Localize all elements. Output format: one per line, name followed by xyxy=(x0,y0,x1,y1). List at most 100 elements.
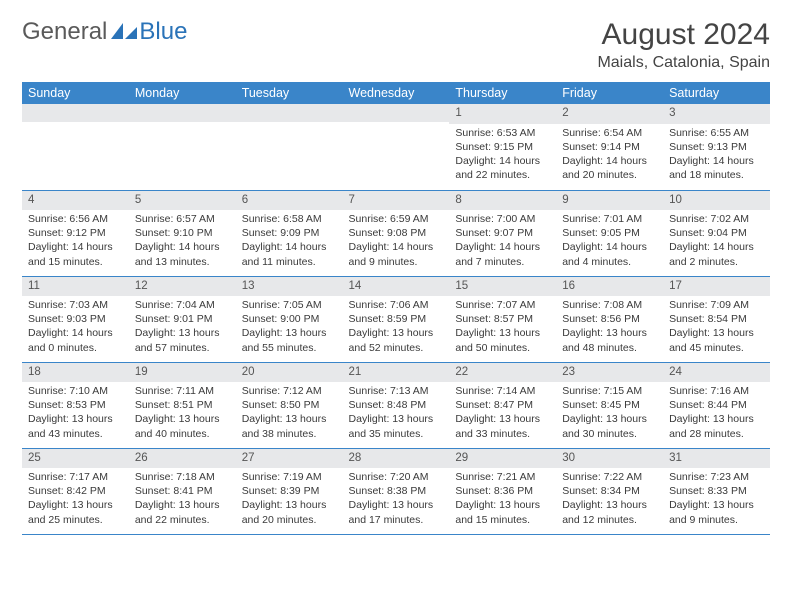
sunset-text: Sunset: 8:39 PM xyxy=(242,484,337,498)
sunrise-text: Sunrise: 6:55 AM xyxy=(669,126,764,140)
sunset-text: Sunset: 8:36 PM xyxy=(455,484,550,498)
sunrise-text: Sunrise: 6:58 AM xyxy=(242,212,337,226)
daylight-text-1: Daylight: 13 hours xyxy=(349,412,444,426)
day-number: 22 xyxy=(449,363,556,383)
day-number: 14 xyxy=(343,277,450,297)
sunset-text: Sunset: 8:45 PM xyxy=(562,398,657,412)
sunset-text: Sunset: 8:51 PM xyxy=(135,398,230,412)
sunrise-text: Sunrise: 7:05 AM xyxy=(242,298,337,312)
calendar-day-cell xyxy=(129,104,236,190)
sunrise-text: Sunrise: 7:23 AM xyxy=(669,470,764,484)
sunrise-text: Sunrise: 7:13 AM xyxy=(349,384,444,398)
daylight-text-1: Daylight: 14 hours xyxy=(562,154,657,168)
calendar-week-row: 11Sunrise: 7:03 AMSunset: 9:03 PMDayligh… xyxy=(22,276,770,362)
day-number: 18 xyxy=(22,363,129,383)
daylight-text-2: and 33 minutes. xyxy=(455,427,550,441)
day-details xyxy=(236,122,343,128)
daylight-text-1: Daylight: 14 hours xyxy=(242,240,337,254)
day-details: Sunrise: 6:58 AMSunset: 9:09 PMDaylight:… xyxy=(236,210,343,273)
calendar-day-cell: 9Sunrise: 7:01 AMSunset: 9:05 PMDaylight… xyxy=(556,190,663,276)
daylight-text-2: and 40 minutes. xyxy=(135,427,230,441)
day-details: Sunrise: 6:59 AMSunset: 9:08 PMDaylight:… xyxy=(343,210,450,273)
calendar-day-cell: 5Sunrise: 6:57 AMSunset: 9:10 PMDaylight… xyxy=(129,190,236,276)
daylight-text-1: Daylight: 13 hours xyxy=(669,498,764,512)
sunset-text: Sunset: 8:42 PM xyxy=(28,484,123,498)
day-number: 25 xyxy=(22,449,129,469)
day-details: Sunrise: 7:18 AMSunset: 8:41 PMDaylight:… xyxy=(129,468,236,531)
calendar-day-cell xyxy=(343,104,450,190)
daylight-text-1: Daylight: 13 hours xyxy=(242,498,337,512)
day-number: 24 xyxy=(663,363,770,383)
brand-part1: General xyxy=(22,18,107,46)
daylight-text-2: and 15 minutes. xyxy=(28,255,123,269)
brand-part2: Blue xyxy=(139,18,187,46)
sunrise-text: Sunrise: 7:10 AM xyxy=(28,384,123,398)
sunrise-text: Sunrise: 7:16 AM xyxy=(669,384,764,398)
day-number: 2 xyxy=(556,104,663,124)
sunset-text: Sunset: 8:44 PM xyxy=(669,398,764,412)
calendar-day-cell: 10Sunrise: 7:02 AMSunset: 9:04 PMDayligh… xyxy=(663,190,770,276)
day-details: Sunrise: 7:01 AMSunset: 9:05 PMDaylight:… xyxy=(556,210,663,273)
daylight-text-1: Daylight: 13 hours xyxy=(455,412,550,426)
daylight-text-1: Daylight: 13 hours xyxy=(28,498,123,512)
sunrise-text: Sunrise: 7:14 AM xyxy=(455,384,550,398)
sunrise-text: Sunrise: 7:06 AM xyxy=(349,298,444,312)
calendar-day-cell: 27Sunrise: 7:19 AMSunset: 8:39 PMDayligh… xyxy=(236,448,343,534)
calendar-week-row: 1Sunrise: 6:53 AMSunset: 9:15 PMDaylight… xyxy=(22,104,770,190)
daylight-text-1: Daylight: 14 hours xyxy=(28,326,123,340)
day-number: 21 xyxy=(343,363,450,383)
calendar-day-cell: 26Sunrise: 7:18 AMSunset: 8:41 PMDayligh… xyxy=(129,448,236,534)
daylight-text-2: and 20 minutes. xyxy=(242,513,337,527)
sunrise-text: Sunrise: 7:21 AM xyxy=(455,470,550,484)
day-details: Sunrise: 7:07 AMSunset: 8:57 PMDaylight:… xyxy=(449,296,556,359)
day-details: Sunrise: 7:17 AMSunset: 8:42 PMDaylight:… xyxy=(22,468,129,531)
day-details: Sunrise: 7:22 AMSunset: 8:34 PMDaylight:… xyxy=(556,468,663,531)
daylight-text-1: Daylight: 13 hours xyxy=(562,498,657,512)
calendar-day-cell: 11Sunrise: 7:03 AMSunset: 9:03 PMDayligh… xyxy=(22,276,129,362)
day-number: 28 xyxy=(343,449,450,469)
day-details: Sunrise: 7:04 AMSunset: 9:01 PMDaylight:… xyxy=(129,296,236,359)
calendar-day-cell: 15Sunrise: 7:07 AMSunset: 8:57 PMDayligh… xyxy=(449,276,556,362)
day-number: 7 xyxy=(343,191,450,211)
daylight-text-2: and 22 minutes. xyxy=(455,168,550,182)
day-number: 9 xyxy=(556,191,663,211)
daylight-text-1: Daylight: 13 hours xyxy=(669,326,764,340)
sunrise-text: Sunrise: 7:00 AM xyxy=(455,212,550,226)
daylight-text-1: Daylight: 13 hours xyxy=(135,412,230,426)
sunset-text: Sunset: 9:13 PM xyxy=(669,140,764,154)
daylight-text-2: and 9 minutes. xyxy=(669,513,764,527)
day-details: Sunrise: 6:53 AMSunset: 9:15 PMDaylight:… xyxy=(449,124,556,187)
daylight-text-1: Daylight: 13 hours xyxy=(135,498,230,512)
daylight-text-2: and 28 minutes. xyxy=(669,427,764,441)
calendar-day-cell: 29Sunrise: 7:21 AMSunset: 8:36 PMDayligh… xyxy=(449,448,556,534)
sunrise-text: Sunrise: 7:02 AM xyxy=(669,212,764,226)
calendar-day-cell: 23Sunrise: 7:15 AMSunset: 8:45 PMDayligh… xyxy=(556,362,663,448)
sunset-text: Sunset: 9:08 PM xyxy=(349,226,444,240)
daylight-text-1: Daylight: 13 hours xyxy=(455,326,550,340)
daylight-text-2: and 18 minutes. xyxy=(669,168,764,182)
day-details: Sunrise: 7:11 AMSunset: 8:51 PMDaylight:… xyxy=(129,382,236,445)
sunset-text: Sunset: 8:50 PM xyxy=(242,398,337,412)
sunset-text: Sunset: 9:14 PM xyxy=(562,140,657,154)
daylight-text-2: and 38 minutes. xyxy=(242,427,337,441)
sunrise-text: Sunrise: 7:07 AM xyxy=(455,298,550,312)
day-details: Sunrise: 7:02 AMSunset: 9:04 PMDaylight:… xyxy=(663,210,770,273)
day-details: Sunrise: 7:06 AMSunset: 8:59 PMDaylight:… xyxy=(343,296,450,359)
day-details: Sunrise: 7:23 AMSunset: 8:33 PMDaylight:… xyxy=(663,468,770,531)
day-number: 11 xyxy=(22,277,129,297)
calendar-week-row: 25Sunrise: 7:17 AMSunset: 8:42 PMDayligh… xyxy=(22,448,770,534)
sunset-text: Sunset: 9:07 PM xyxy=(455,226,550,240)
sunrise-text: Sunrise: 7:22 AM xyxy=(562,470,657,484)
daylight-text-2: and 45 minutes. xyxy=(669,341,764,355)
weekday-header: Friday xyxy=(556,82,663,104)
sunrise-text: Sunrise: 7:01 AM xyxy=(562,212,657,226)
day-number: 6 xyxy=(236,191,343,211)
day-number: 19 xyxy=(129,363,236,383)
page-header: General Blue August 2024 Maials, Catalon… xyxy=(22,18,770,72)
daylight-text-1: Daylight: 14 hours xyxy=(562,240,657,254)
calendar-day-cell: 19Sunrise: 7:11 AMSunset: 8:51 PMDayligh… xyxy=(129,362,236,448)
calendar-day-cell: 2Sunrise: 6:54 AMSunset: 9:14 PMDaylight… xyxy=(556,104,663,190)
daylight-text-1: Daylight: 13 hours xyxy=(135,326,230,340)
day-details: Sunrise: 7:10 AMSunset: 8:53 PMDaylight:… xyxy=(22,382,129,445)
day-details: Sunrise: 7:12 AMSunset: 8:50 PMDaylight:… xyxy=(236,382,343,445)
